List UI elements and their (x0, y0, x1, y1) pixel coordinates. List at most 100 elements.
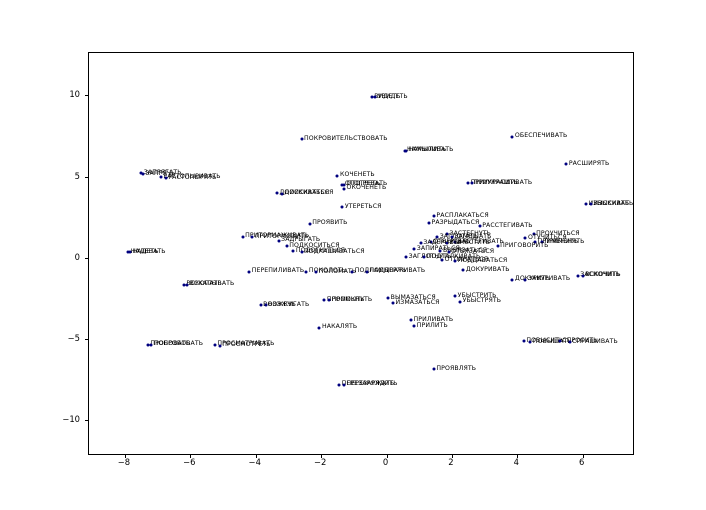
point-label: ПОДТАЛКИВАТЬ (426, 252, 481, 260)
scatter-point (523, 278, 527, 282)
point-label: ПРОМЫТЬ (331, 295, 365, 303)
point-label: ВСКОЧИТЬ (585, 271, 621, 279)
scatter-point (141, 172, 145, 176)
point-label: ДОКУРИВАТЬ (465, 265, 510, 273)
scatter-point (429, 240, 433, 244)
x-axis-tick-label: −8 (117, 457, 131, 467)
point-label: ЗАПРЯГАТЬ (143, 169, 182, 177)
point-label: ПРИМЕНИТЬ (537, 238, 579, 246)
y-tick-mark (85, 257, 89, 259)
scatter-point (250, 235, 254, 239)
scatter-point (528, 340, 532, 344)
scatter-point (340, 183, 344, 187)
scatter-point (285, 244, 289, 248)
x-tick-mark (190, 454, 192, 458)
point-label: ВСКАПЫВАТЬ (189, 280, 235, 288)
point-label: ПРОСМОТРЕТЬ (222, 341, 271, 349)
point-label: ЗАГЛОТНУТЬ (408, 252, 452, 260)
point-label: ПРИТОРМОЗИТЬ (254, 233, 309, 241)
point-label: УБЫСТРИТЬ (457, 291, 497, 299)
scatter-point (432, 214, 436, 218)
x-tick-mark (124, 454, 126, 458)
point-label: ПРИГОВОРИТЬ (500, 242, 549, 250)
scatter-point (335, 174, 339, 178)
scatter-point (337, 383, 341, 386)
x-axis-tick-label: 0 (382, 457, 389, 467)
point-label: ЗАКУРИВАТЬ (527, 275, 571, 283)
scatter-point (432, 367, 436, 371)
scatter-point (128, 250, 132, 254)
point-label: ПРИУКРАШИВАТЬ (474, 178, 533, 186)
scatter-point (581, 274, 585, 278)
point-label: ВЫВЯЗАТЬСЯ (442, 247, 488, 255)
point-label: ПРИМЕНЯТЬ (544, 238, 585, 246)
x-tick-mark (582, 454, 584, 458)
scatter-point (327, 298, 331, 302)
point-label: РАССТЕГИВАТЬ (482, 221, 533, 229)
point-label: ДОИСКАТЬСЯ (284, 189, 330, 197)
scatter-point (533, 240, 537, 244)
scatter-point (458, 300, 462, 304)
scatter-point (314, 270, 318, 274)
x-axis-tick-label: 4 (513, 457, 519, 467)
point-label: ДОИСКИВАТЬСЯ (279, 188, 334, 196)
scatter-point (419, 241, 423, 245)
scatter-point (247, 270, 251, 274)
x-axis-tick-label: −2 (313, 457, 327, 467)
scatter-point (300, 250, 303, 254)
point-label: ЗАПРЯЧЬ (145, 169, 176, 177)
scatter-point (440, 258, 444, 262)
x-tick-mark (386, 454, 388, 458)
point-label: НАМЫЛИВАТЬ (407, 146, 454, 154)
x-tick-mark (321, 454, 323, 458)
scatter-point (291, 249, 295, 253)
scatter-point (470, 181, 474, 185)
scatter-point (403, 149, 406, 152)
point-label: РАСШИРЯТЬ (568, 160, 610, 168)
point-label: ВОЗЖЕЧЬ (263, 300, 296, 308)
scatter-point (558, 339, 562, 343)
point-label: ПРОБОВАТЬ (150, 340, 191, 348)
scatter-point (342, 187, 346, 191)
plot-axes: ВИДЕТЬ УВИДЕТЬ ПОКРОВИТЕЛЬСТВОВАТЬ ОБЕСПЕЧИ… (85, 52, 634, 458)
scatter-point (149, 343, 153, 347)
scatter-point (409, 318, 413, 322)
scatter-point (510, 278, 514, 282)
scatter-point (365, 270, 369, 274)
scatter-point (159, 175, 163, 179)
scatter-point (308, 222, 312, 226)
point-label: ПРИЛИВАТЬ (413, 316, 454, 324)
point-label: ОТВЯЗАТЬСЯ (451, 247, 495, 255)
point-label: ПОЛОМАТЬ (318, 268, 357, 276)
point-label: ПОПРОБОВАТЬ (153, 340, 204, 348)
point-label: ЗАСТЕГНУТЬ (449, 229, 491, 237)
point-label: ПРИЛИТЬ (416, 321, 448, 329)
scatter-point (522, 339, 526, 343)
scatter-point (340, 205, 344, 209)
point-label: ПЕРЕЗАРЯЖАТЬ (341, 380, 395, 388)
point-label: ВСКОПАТЬ (186, 280, 222, 288)
point-label: ЗАСКОЧИТЬ (580, 271, 620, 279)
scatter-point (450, 235, 454, 239)
point-label: ПОКРОВИТЕЛЬСТВОВАТЬ (304, 134, 388, 142)
point-label: РАСТОПЫРЯТЬ (168, 173, 217, 181)
point-label: ВЫМАЗАТЬСЯ (390, 294, 436, 302)
scatter-point (185, 283, 189, 287)
x-tick-mark (517, 454, 519, 458)
point-label: ЗАМЕШАТЬ (454, 233, 492, 241)
scatter-point (478, 224, 482, 228)
point-label: ПОВЫСИТЬ (526, 337, 564, 345)
x-tick-mark (451, 454, 453, 458)
point-label: ЗАСТЕГИВАТЬ (457, 238, 504, 246)
scatter-point (342, 183, 346, 187)
point-label: НАМЫЛИТЬ (408, 146, 447, 154)
scatter-point (370, 95, 374, 99)
x-axis-tick-label: −6 (183, 457, 196, 467)
scatter-point (461, 268, 465, 272)
scatter-point (453, 294, 457, 298)
scatter-point (453, 259, 457, 263)
scatter-point (350, 270, 354, 274)
scatter-point (404, 149, 408, 152)
scatter-point (342, 383, 346, 386)
point-label: ПРИТОРМАЖИВАТЬ (245, 232, 310, 240)
